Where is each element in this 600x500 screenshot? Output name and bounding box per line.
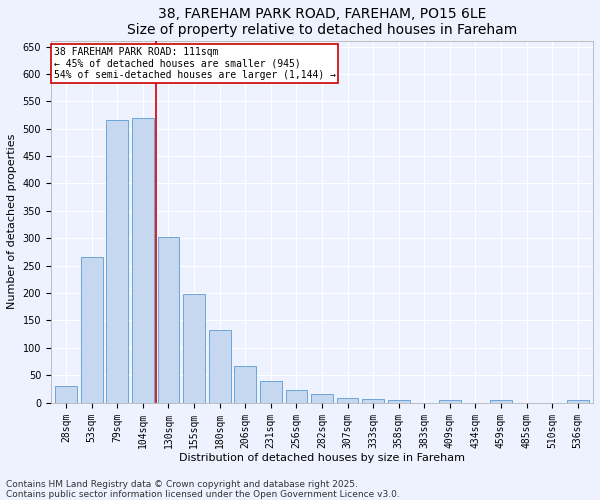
Bar bbox=[132, 118, 154, 403]
Title: 38, FAREHAM PARK ROAD, FAREHAM, PO15 6LE
Size of property relative to detached h: 38, FAREHAM PARK ROAD, FAREHAM, PO15 6LE… bbox=[127, 7, 517, 37]
Bar bbox=[81, 258, 103, 402]
Bar bbox=[311, 394, 333, 402]
Text: 38 FAREHAM PARK ROAD: 111sqm
← 45% of detached houses are smaller (945)
54% of s: 38 FAREHAM PARK ROAD: 111sqm ← 45% of de… bbox=[53, 46, 335, 80]
Bar bbox=[286, 390, 307, 402]
Bar bbox=[490, 400, 512, 402]
Bar bbox=[235, 366, 256, 403]
Bar bbox=[158, 236, 179, 402]
Bar bbox=[183, 294, 205, 403]
Bar bbox=[567, 400, 589, 402]
Bar bbox=[439, 400, 461, 402]
Bar bbox=[209, 330, 230, 402]
Y-axis label: Number of detached properties: Number of detached properties bbox=[7, 134, 17, 310]
Bar bbox=[337, 398, 358, 402]
Bar bbox=[106, 120, 128, 402]
Bar bbox=[260, 380, 281, 402]
Text: Contains HM Land Registry data © Crown copyright and database right 2025.
Contai: Contains HM Land Registry data © Crown c… bbox=[6, 480, 400, 499]
X-axis label: Distribution of detached houses by size in Fareham: Distribution of detached houses by size … bbox=[179, 453, 465, 463]
Bar bbox=[55, 386, 77, 402]
Bar bbox=[388, 400, 410, 402]
Bar bbox=[362, 398, 384, 402]
